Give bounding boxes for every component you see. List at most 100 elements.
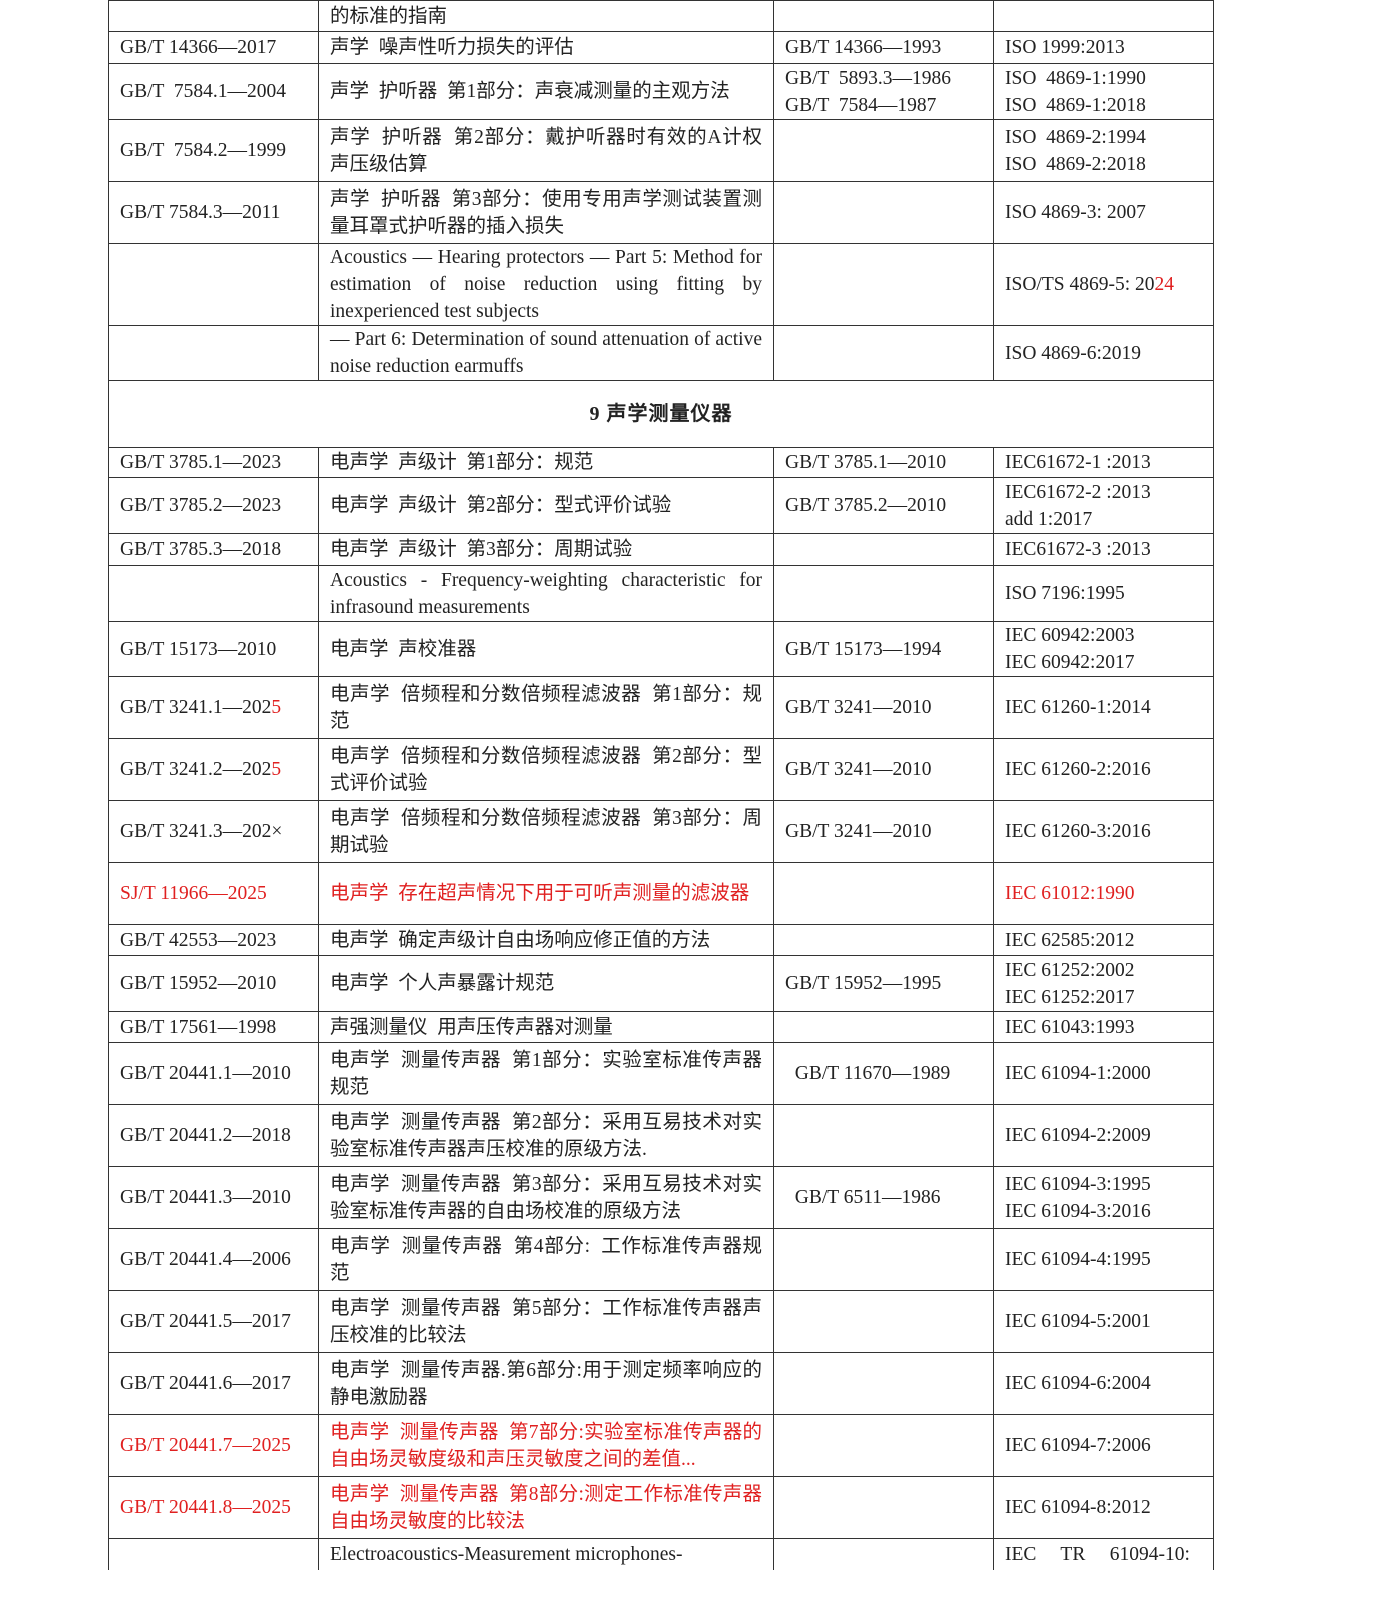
cell-line: GB/T 20441.5—2017 [120,1308,307,1335]
cell-line: IEC 61260-2:2016 [1005,756,1202,783]
replaced-standard-cell [773,1290,994,1353]
cell-line: IEC 61260-3:2016 [1005,818,1202,845]
cell-text: IEC 62585:2012 [1005,929,1135,951]
standard-number-cell: GB/T 3241.1—2025 [108,676,319,739]
cell-text: GB/T 7584.1—2004 [120,81,286,102]
standard-title-cell: 电声学 测量传声器 第2部分：采用互易技术对实验室标准传声器声压校准的原级方法. [318,1104,774,1167]
cell-text: GB/T 20441.4—2006 [120,1249,291,1270]
cell-text: GB/T 15952—2010 [120,973,277,994]
standard-number-cell: GB/T 20441.1—2010 [108,1042,319,1105]
cell-text: GB/T 20441.5—2017 [120,1311,291,1332]
cell-line: IEC 61252:2017 [1005,984,1202,1011]
cell-text: 电声学 测量传声器 第4部分: 工作标准传声器规范 [330,1235,762,1284]
cell-line: GB/T 3241.1—2025 [120,694,307,721]
cell-line: 电声学 测量传声器 第8部分:测定工作标准传声器自由场灵敏度的比较法 [330,1481,762,1535]
replaced-standard-cell: GB/T 15173—1994 [773,621,994,677]
table-row: GB/T 3241.3—202× 电声学 倍频程和分数倍频程滤波器 第3部分：周期… [108,800,1214,863]
cell-line: GB/T 15952—1995 [785,970,982,997]
table-row: GB/T 20441.1—2010 电声学 测量传声器 第1部分：实验室标准传声器… [108,1042,1214,1105]
cell-text: 电声学 测量传声器 第1部分：实验室标准传声器规范 [330,1049,762,1098]
table-row: Acoustics — Hearing protectors — Part 5:… [108,243,1214,326]
replaced-standard-cell: GB/T 3785.1—2010 [773,447,994,478]
cell-line: 声学 护听器 第2部分：戴护听器时有效的A计权声压级估算 [330,124,762,178]
table-row: SJ/T 11966—2025 电声学 存在超声情况下用于可听声测量的滤波器 IEC… [108,862,1214,925]
cell-line: IEC 61260-1:2014 [1005,694,1202,721]
cell-line: GB/T 20441.2—2018 [120,1122,307,1149]
cell-line: GB/T 6511—1986 [785,1184,982,1211]
cell-text: GB/T 3241—2010 [785,697,932,718]
cell-text: IEC 61094-5:2001 [1005,1311,1151,1332]
table-row: GB/T 20441.3—2010 电声学 测量传声器 第3部分：采用互易技术对实… [108,1166,1214,1229]
cell-text: IEC 61094-1:2000 [1005,1063,1151,1084]
replaced-standard-cell [773,1352,994,1415]
cell-line: ISO 4869-1:1990 [1005,65,1202,92]
standard-number-cell [108,0,319,32]
cell-line: 的标准的指南 [330,3,762,30]
cell-line: Acoustics — Hearing protectors — Part 5:… [330,244,762,325]
cell-text: GB/T 14366—1993 [785,37,942,58]
international-equivalent-cell: ISO 7196:1995 [993,565,1214,622]
table-row: Acoustics - Frequency-weighting characte… [108,565,1214,622]
cell-line: 声强测量仪 用声压传声器对测量 [330,1014,762,1041]
cell-line: GB/T 20441.7—2025 [120,1432,307,1459]
cell-text: IEC 61252:2002 [1005,959,1135,981]
cell-text: GB/T 14366—2017 [120,37,277,58]
cell-text: 电声学 声校准器 [330,638,477,660]
cell-text: GB/T 7584.3—2011 [120,202,281,223]
cell-line: Acoustics - Frequency-weighting characte… [330,567,762,621]
cell-line: 电声学 测量传声器 第3部分：采用互易技术对实验室标准传声器的自由场校准的原级方… [330,1171,762,1225]
table-row: GB/T 3785.3—2018 电声学 声级计 第3部分：周期试验 IEC6167… [108,533,1214,566]
cell-text: GB/T 3785.2—2010 [785,495,947,516]
cell-line: GB/T 3241—2010 [785,694,982,721]
standard-number-cell: GB/T 20441.3—2010 [108,1166,319,1229]
standard-title-cell: Acoustics - Frequency-weighting characte… [318,565,774,622]
cell-text: 电声学 声级计 第3部分：周期试验 [330,539,633,560]
standard-number-cell: GB/T 20441.2—2018 [108,1104,319,1167]
cell-text: IEC 61260-1:2014 [1005,697,1151,718]
cell-line: IEC 61252:2002 [1005,957,1202,984]
cell-line: IEC 61094-4:1995 [1005,1246,1202,1273]
standard-number-cell [108,1538,319,1570]
standard-title-cell: 电声学 声级计 第3部分：周期试验 [318,533,774,566]
standard-title-cell: 电声学 存在超声情况下用于可听声测量的滤波器 [318,862,774,925]
section-header-row: 9 声学测量仪器 [108,380,1214,448]
standard-number-cell: GB/T 20441.8—2025 [108,1476,319,1539]
cell-text: 声学 护听器 第1部分：声衰减测量的主观方法 [330,81,730,102]
cell-text: GB/T 11670—1989 [785,1063,951,1084]
cell-line: 电声学 倍频程和分数倍频程滤波器 第3部分：周期试验 [330,805,762,859]
cell-text: GB/T 20441.1—2010 [120,1063,291,1084]
table-row: GB/T 14366—2017 声学 噪声性听力损失的评估 GB/T 14366—1… [108,31,1214,64]
cell-text: GB/T 20441.2—2018 [120,1125,291,1146]
cell-text: IEC 61043:1993 [1005,1016,1135,1038]
replaced-standard-cell [773,1414,994,1477]
cell-line: add 1:2017 [1005,506,1202,533]
table-row: GB/T 3785.2—2023 电声学 声级计 第2部分：型式评价试验 GB/T … [108,477,1214,534]
international-equivalent-cell: IEC 61094-4:1995 [993,1228,1214,1291]
standard-number-cell: GB/T 42553—2023 [108,924,319,956]
standard-title-cell: 电声学 声级计 第1部分：规范 [318,447,774,478]
cell-text: ISO 4869-1:2018 [1005,94,1146,116]
cell-line: IEC 61094-5:2001 [1005,1308,1202,1335]
replaced-standard-cell: GB/T 3785.2—2010 [773,477,994,534]
cell-line: IEC 62585:2012 [1005,927,1202,954]
cell-line: ISO 4869-2:1994 [1005,124,1202,151]
replaced-standard-cell: GB/T 3241—2010 [773,800,994,863]
international-equivalent-cell: ISO 4869-3: 2007 [993,181,1214,244]
cell-line: 电声学 测量传声器.第6部分:用于测定频率响应的静电激励器 [330,1357,762,1411]
replaced-standard-cell [773,325,994,381]
cell-text: GB/T 17561—1998 [120,1016,277,1038]
international-equivalent-cell: IEC 60942:2003 IEC 60942:2017 [993,621,1214,677]
cell-text: GB/T 6511—1986 [785,1187,941,1208]
international-equivalent-cell: IEC 61012:1990 [993,862,1214,925]
table-row: GB/T 3241.1—2025 电声学 倍频程和分数倍频程滤波器 第1部分：规范… [108,676,1214,739]
replaced-standard-cell [773,243,994,326]
international-equivalent-cell: ISO 4869-6:2019 [993,325,1214,381]
cell-text: GB/T 3241.3—202× [120,821,283,842]
cell-line: GB/T 14366—2017 [120,34,307,61]
cell-text: Acoustics - Frequency-weighting characte… [330,569,767,618]
replaced-standard-cell [773,862,994,925]
standard-title-cell: 电声学 倍频程和分数倍频程滤波器 第3部分：周期试验 [318,800,774,863]
cell-text: IEC 60942:2003 [1005,625,1135,646]
international-equivalent-cell: IEC TR 61094-10: [993,1538,1214,1570]
replaced-standard-cell [773,1538,994,1570]
